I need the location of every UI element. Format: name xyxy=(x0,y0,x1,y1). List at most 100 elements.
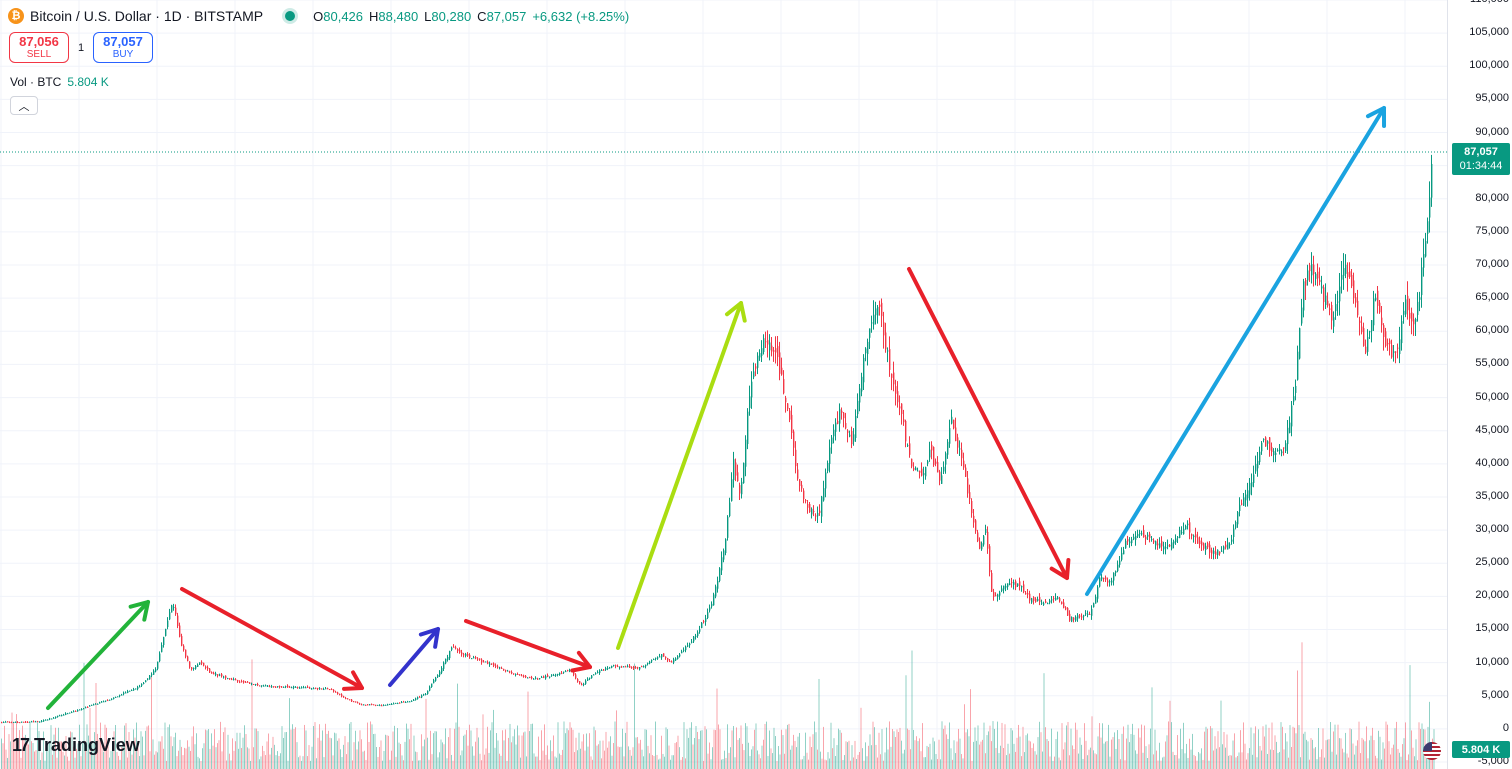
volume-bar xyxy=(508,737,509,769)
candle-body xyxy=(1033,597,1035,601)
candle-body xyxy=(849,434,851,437)
volume-bar xyxy=(7,757,8,769)
candle-body xyxy=(513,673,515,675)
volume-bar xyxy=(193,726,194,769)
us-flag-icon[interactable] xyxy=(1423,742,1441,760)
candle-body xyxy=(1329,308,1331,310)
volume-bar xyxy=(101,745,103,769)
candle-body xyxy=(525,675,527,678)
trend-arrow-shaft xyxy=(46,600,150,710)
volume-bar xyxy=(737,739,739,769)
candle-body xyxy=(333,689,335,692)
volume-bar xyxy=(916,736,917,769)
volume-bar xyxy=(574,752,575,769)
volume-bar xyxy=(1025,735,1027,769)
candle-body xyxy=(1191,534,1193,536)
volume-bar xyxy=(602,740,604,769)
volume-bar xyxy=(374,733,376,769)
candle-body xyxy=(137,686,139,690)
candle-body xyxy=(743,462,745,484)
volume-bar xyxy=(625,732,626,769)
volume-bar xyxy=(911,650,913,769)
candle-body xyxy=(935,461,937,464)
volume-bar xyxy=(284,732,286,769)
volume-bar xyxy=(896,729,898,769)
volume-bar xyxy=(835,756,836,769)
trend-arrow-head xyxy=(342,670,364,691)
volume-bar xyxy=(715,730,716,769)
volume-bar xyxy=(1349,728,1351,769)
volume-bar xyxy=(1124,760,1126,769)
candle-body xyxy=(709,607,711,611)
symbol-title[interactable]: Bitcoin / U.S. Dollar · 1D · BITSTAMP xyxy=(30,8,264,24)
price-axis[interactable]: 110,000105,000100,00095,00090,00085,0008… xyxy=(1447,0,1512,769)
volume-bar xyxy=(211,733,212,769)
volume-bar xyxy=(1106,741,1108,769)
volume-bar xyxy=(443,744,445,769)
candle-body xyxy=(97,703,99,705)
volume-bar xyxy=(1205,726,1207,769)
price-tick: -5,000 xyxy=(1477,755,1509,767)
volume-bar xyxy=(838,728,839,769)
volume-bar xyxy=(547,745,548,769)
candle-body xyxy=(143,682,145,684)
volume-bar xyxy=(962,758,964,769)
volume-bar xyxy=(1150,728,1151,769)
candle-body xyxy=(1,722,3,724)
candle-body xyxy=(161,645,163,653)
candle-body xyxy=(1373,298,1375,326)
candle-body xyxy=(817,513,819,517)
candle-body xyxy=(791,414,793,433)
volume-bar xyxy=(209,748,211,769)
volume-bar xyxy=(1,738,2,769)
candle-body xyxy=(837,420,839,424)
volume-bar xyxy=(592,759,593,769)
candle-body xyxy=(637,667,639,669)
volume-bar xyxy=(1201,748,1202,769)
volume-bar xyxy=(1090,747,1091,769)
candle-body xyxy=(707,612,709,618)
volume-bar xyxy=(932,737,934,769)
volume-bar xyxy=(1130,734,1132,769)
volume-bar xyxy=(1175,755,1177,769)
candle-body xyxy=(1159,543,1161,548)
trade-quantity[interactable]: 1 xyxy=(77,41,85,54)
volume-bar xyxy=(220,721,221,769)
candle-body xyxy=(475,657,477,659)
candle-body xyxy=(383,704,385,706)
candle-body xyxy=(859,388,861,403)
candle-body xyxy=(105,700,107,702)
buy-button[interactable]: 87,057 BUY xyxy=(93,32,153,63)
candle-body xyxy=(1229,544,1231,546)
candle-body xyxy=(1113,572,1115,581)
volume-bar xyxy=(112,747,113,769)
volume-bar xyxy=(1222,744,1223,769)
candle-body xyxy=(489,663,491,665)
trend-arrow-head xyxy=(570,650,592,673)
symbol-header[interactable]: ₿ Bitcoin / U.S. Dollar · 1D · BITSTAMP … xyxy=(8,6,629,26)
tradingview-logo[interactable]: 17 TradingView xyxy=(12,735,140,756)
volume-bar xyxy=(128,732,130,769)
candle-body xyxy=(797,469,799,479)
volume-bar xyxy=(682,757,683,769)
volume-bar xyxy=(452,760,454,769)
price-tick: 20,000 xyxy=(1475,589,1509,602)
candle-body xyxy=(295,686,297,688)
volume-bar xyxy=(913,729,914,769)
volume-bar xyxy=(172,746,173,769)
price-tick: 40,000 xyxy=(1475,456,1509,469)
price-chart-canvas[interactable] xyxy=(0,0,1447,769)
market-status-icon[interactable] xyxy=(285,11,296,21)
volume-bar xyxy=(388,735,389,769)
volume-bar xyxy=(448,737,449,769)
candle-body xyxy=(675,658,677,661)
sell-button[interactable]: 87,056 SELL xyxy=(9,32,69,63)
candle-body xyxy=(735,462,737,476)
candle-body xyxy=(365,704,367,706)
collapse-legend-button[interactable]: ︿ xyxy=(10,96,38,115)
volume-bar xyxy=(161,736,163,769)
candle-body xyxy=(1155,541,1157,546)
volume-legend[interactable]: Vol · BTC 5.804 K xyxy=(10,75,109,89)
volume-bar xyxy=(145,730,146,769)
volume-bar xyxy=(739,738,740,769)
